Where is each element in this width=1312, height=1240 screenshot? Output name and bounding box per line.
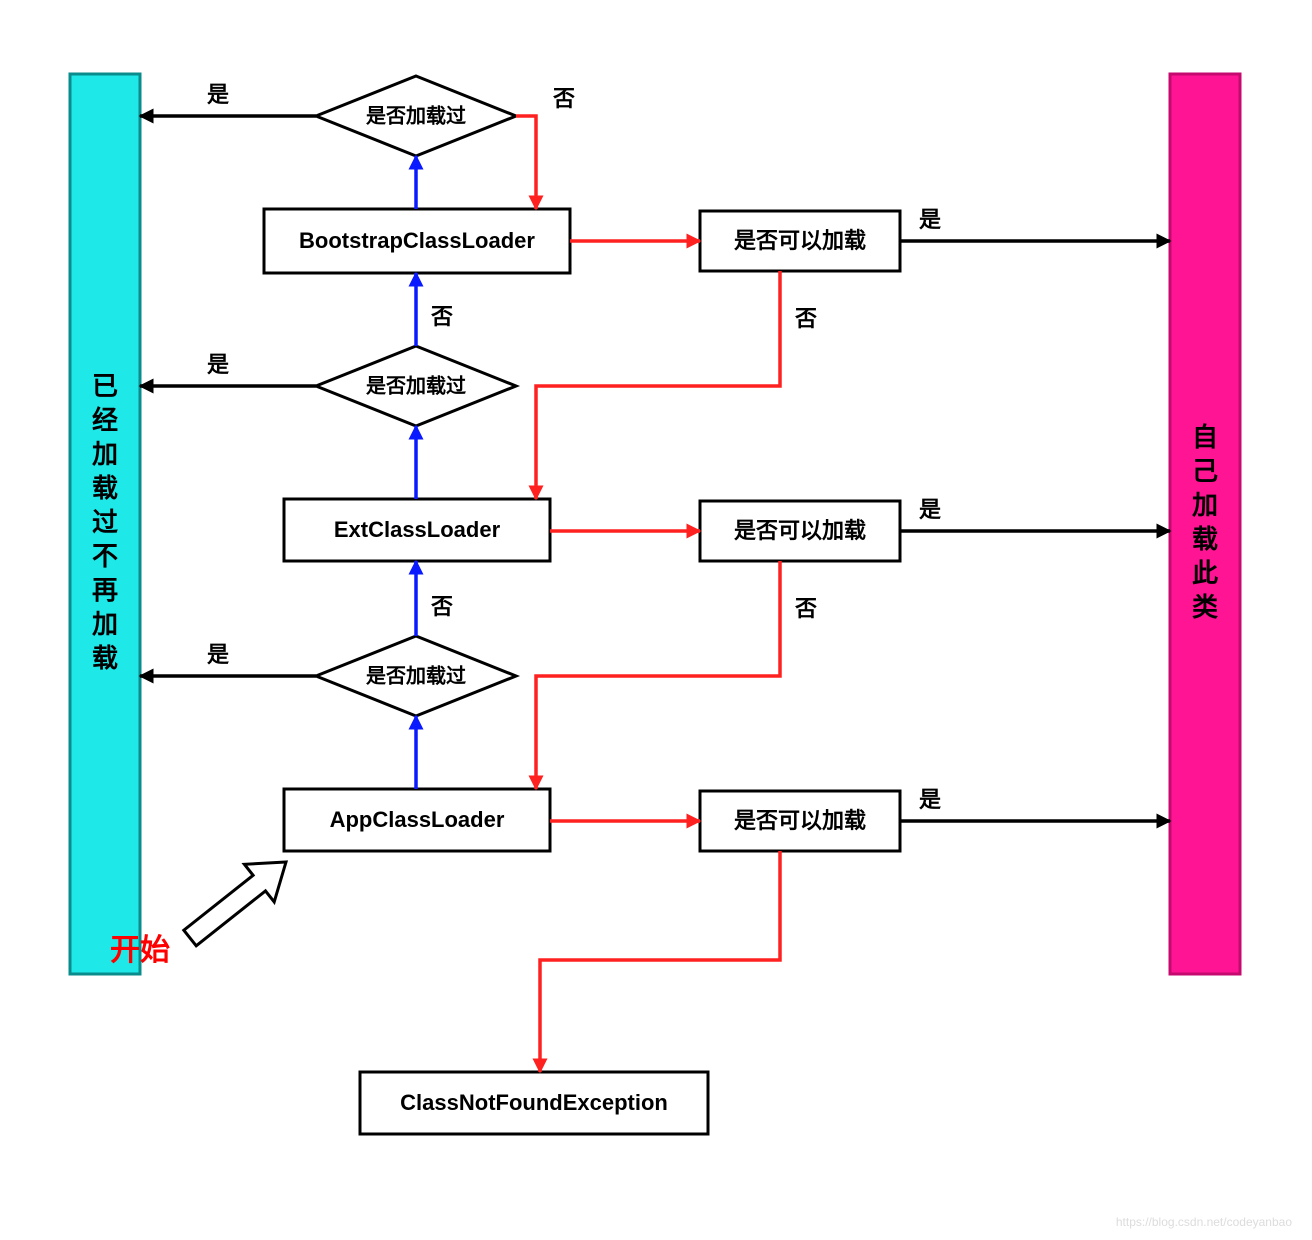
edge-canload3-yes-right-label: 是 [919,787,941,812]
d1-label: 是否加载过 [365,103,466,127]
canload3-label: 是否可以加载 [734,808,866,833]
cnfe-label: ClassNotFoundException [400,1090,668,1115]
left-bar-label: 过 [92,507,118,537]
right-bar-label: 己 [1192,456,1218,486]
left-bar-label: 经 [92,405,118,435]
edge-d3-yes-left-label: 是 [207,642,229,667]
edge-canload1-no-to-ext [536,271,780,499]
watermark-text: https://blog.csdn.net/codeyanbao [1116,1215,1292,1229]
edge-canload2-no-to-app-label: 否 [794,596,817,621]
d3-label: 是否加载过 [365,663,466,687]
left-bar-label: 加 [92,609,118,639]
edge-d1-no-to-bootstrap [516,116,536,209]
right-bar-label: 自 [1192,422,1218,452]
ext-label: ExtClassLoader [334,517,501,542]
left-bar-label: 已 [92,371,118,401]
edge-d1-no-to-bootstrap-label: 否 [552,86,575,111]
edge-canload3-no-to-cnfe [540,851,780,1072]
edge-d3-to-ext-label: 否 [430,594,453,619]
edge-canload2-yes-right-label: 是 [919,497,941,522]
right-bar-label: 此 [1192,558,1218,588]
right-bar-label: 加 [1192,490,1218,520]
edge-canload2-no-to-app [536,561,780,789]
left-bar-label: 载 [92,473,118,503]
canload1-label: 是否可以加载 [734,228,866,253]
bootstrap-label: BootstrapClassLoader [299,228,535,253]
flowchart-canvas: 已经加载过不再加载自己加载此类BootstrapClassLoaderExtCl… [0,0,1312,1240]
right-bar-label: 载 [1192,524,1218,554]
right-bar-label: 类 [1192,592,1218,622]
edge-d2-to-bootstrap-label: 否 [430,304,453,329]
edge-canload1-no-to-ext-label: 否 [794,306,817,331]
start-label: 开始 [110,934,170,967]
d2-label: 是否加载过 [365,373,466,397]
left-bar-label: 再 [92,575,118,605]
edge-d2-yes-left-label: 是 [207,352,229,377]
left-bar-label: 不 [92,541,118,571]
left-bar-label: 载 [92,643,118,673]
start-arrow-icon [184,862,286,946]
left-bar-label: 加 [92,439,118,469]
edge-canload1-yes-right-label: 是 [919,207,941,232]
edge-d1-yes-left-label: 是 [207,82,229,107]
app-label: AppClassLoader [330,807,505,832]
canload2-label: 是否可以加载 [734,518,866,543]
